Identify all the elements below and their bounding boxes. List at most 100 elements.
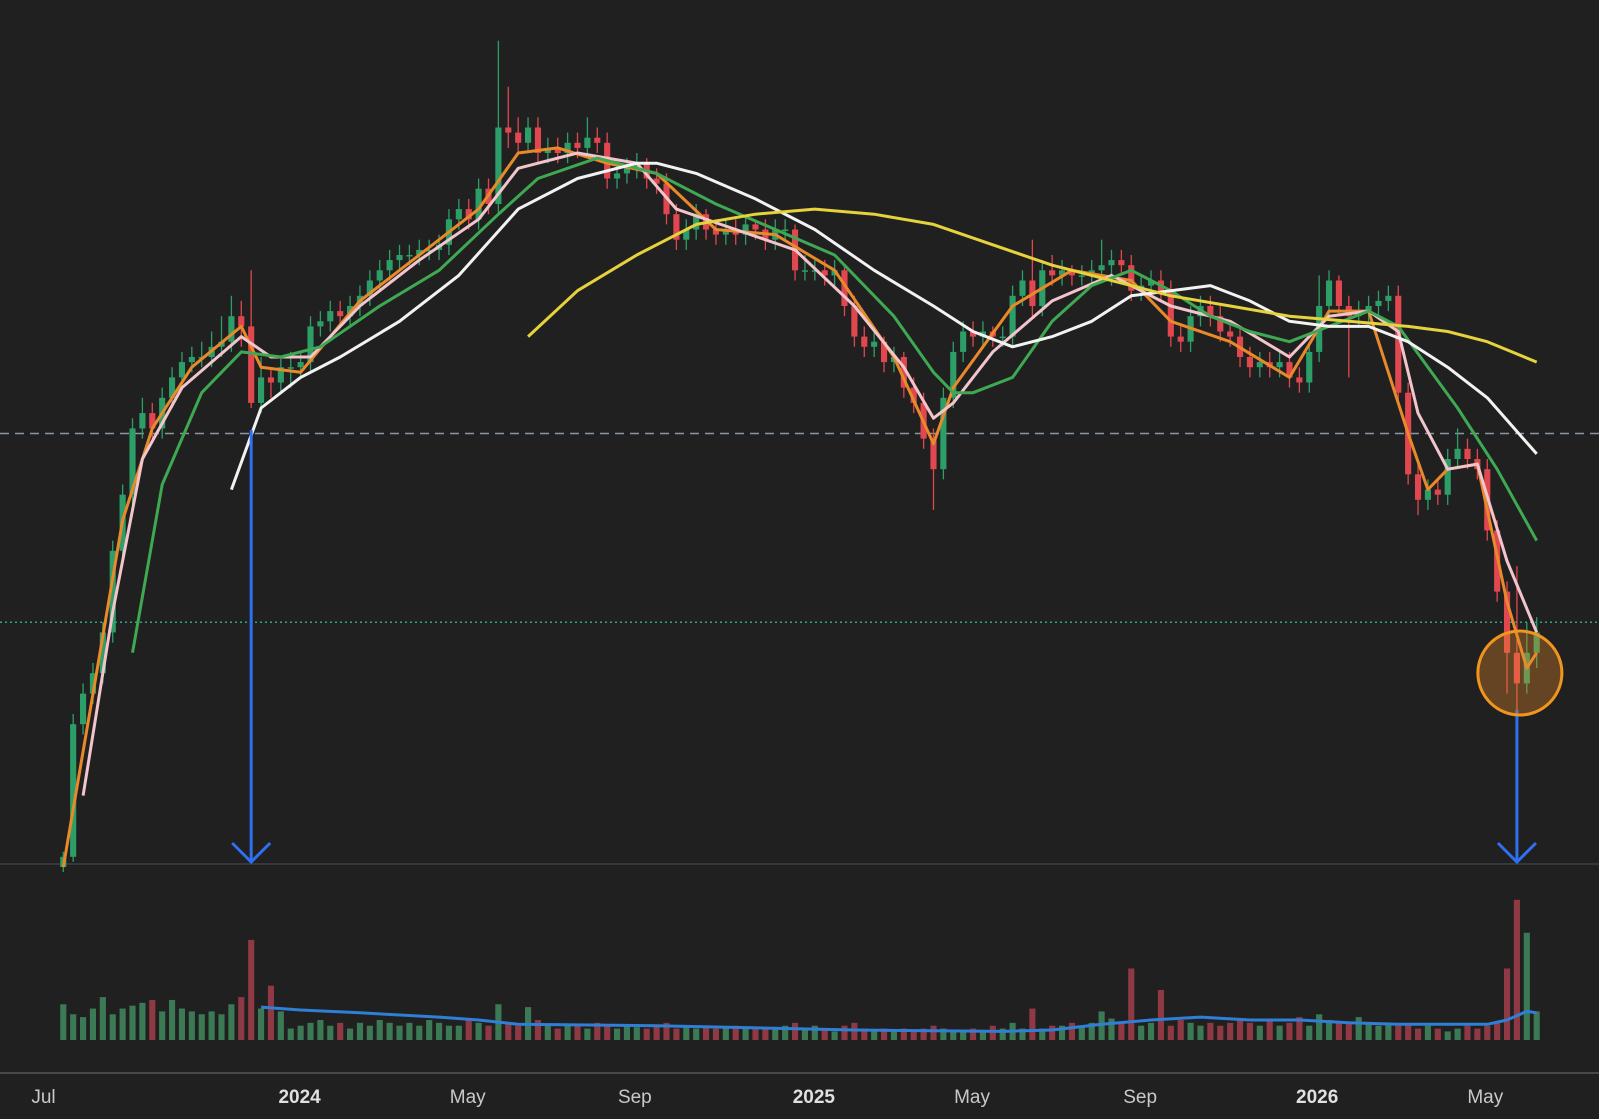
volume-bar xyxy=(554,1028,561,1040)
candle-body xyxy=(1325,280,1333,306)
volume-bar xyxy=(416,1025,423,1040)
candle-body xyxy=(139,413,146,429)
candle-body xyxy=(1227,331,1234,337)
candle-body xyxy=(930,438,937,470)
volume-bar xyxy=(297,1025,304,1040)
candle-body xyxy=(1365,306,1372,312)
candle-body xyxy=(1375,300,1382,306)
volume-bar xyxy=(445,1025,453,1040)
candle-body xyxy=(337,311,344,317)
volume-bar xyxy=(366,1025,373,1040)
volume-bar xyxy=(1484,1025,1491,1040)
candle-body xyxy=(1513,652,1520,684)
candle-body xyxy=(683,229,690,240)
candle-body xyxy=(1424,489,1431,500)
volume-bar xyxy=(1365,1022,1372,1040)
candle-body xyxy=(653,178,660,184)
volume-bar xyxy=(1217,1025,1224,1040)
candle-body xyxy=(495,127,502,204)
candle-body xyxy=(1454,448,1461,459)
candle-body xyxy=(416,249,423,255)
candle-body xyxy=(406,255,413,257)
candle-body xyxy=(900,357,907,388)
volume-bar xyxy=(663,1022,670,1040)
candle-body xyxy=(267,377,275,383)
volume-bar xyxy=(861,1028,868,1040)
x-tick-label: Sep xyxy=(1123,1087,1157,1108)
candle-body xyxy=(307,326,314,363)
candle-body xyxy=(1118,260,1125,266)
candle-body xyxy=(70,724,77,857)
volume-bar xyxy=(228,1004,235,1040)
candle-body xyxy=(1464,448,1471,459)
volume-bar xyxy=(99,997,106,1040)
x-tick-label: 2026 xyxy=(1296,1087,1338,1108)
volume-bar xyxy=(396,1025,403,1040)
x-tick-label: May xyxy=(954,1087,990,1108)
candle-body xyxy=(623,168,631,174)
candle-body xyxy=(1533,632,1540,653)
volume-bar xyxy=(208,1011,215,1040)
volume-bar xyxy=(505,1022,512,1040)
candle-body xyxy=(861,336,868,347)
volume-bar xyxy=(1167,1025,1174,1040)
volume-bar xyxy=(188,1011,195,1040)
volume-bar xyxy=(238,997,245,1040)
volume-bar xyxy=(534,1019,542,1040)
volume-bar xyxy=(1286,1022,1293,1040)
candle-body xyxy=(327,311,334,322)
candle-body xyxy=(79,693,87,725)
volume-bar xyxy=(930,1025,937,1040)
candle-body xyxy=(465,209,472,220)
volume-bar xyxy=(683,1025,690,1040)
volume-bar xyxy=(465,1019,472,1040)
candle-body xyxy=(426,249,433,252)
candle-body xyxy=(178,362,186,378)
volume-bar xyxy=(515,1025,522,1040)
volume-bar xyxy=(267,985,275,1040)
volume-bar xyxy=(307,1022,314,1040)
volume-bar xyxy=(1068,1022,1075,1040)
volume-average xyxy=(260,1005,1537,1033)
candle-body xyxy=(722,229,729,235)
volume-bar xyxy=(1414,1028,1422,1040)
candle-body xyxy=(613,173,621,179)
x-tick-label: 2024 xyxy=(278,1087,321,1108)
volume-bar xyxy=(356,1022,364,1040)
volume-bar xyxy=(119,1008,126,1040)
moving-average xyxy=(229,161,1538,491)
volume-bar xyxy=(979,1031,987,1040)
candle-body xyxy=(1078,275,1085,277)
volume-bar xyxy=(257,1008,265,1040)
volume-bar xyxy=(287,1028,294,1040)
volume-bar xyxy=(1395,1025,1402,1040)
candle-body xyxy=(129,428,136,495)
volume-bar xyxy=(1207,1022,1214,1040)
volume-bar xyxy=(712,1028,720,1040)
candle-body xyxy=(475,188,482,220)
candle-body xyxy=(1009,295,1016,337)
volume-bar xyxy=(871,1031,878,1040)
volume-bar xyxy=(544,1025,551,1040)
candle-body xyxy=(1108,260,1115,266)
candle-body xyxy=(228,316,235,342)
moving-average xyxy=(527,207,1538,364)
candle-body xyxy=(287,367,294,369)
candle-body xyxy=(386,260,393,271)
candle-body xyxy=(89,673,97,694)
x-tick-label: May xyxy=(450,1087,486,1108)
candle-body xyxy=(524,127,532,143)
candle-body xyxy=(1167,290,1174,337)
volume-bar xyxy=(317,1019,324,1040)
x-tick-label: Sep xyxy=(618,1087,652,1108)
moving-average xyxy=(131,156,1539,654)
volume-bar xyxy=(455,1025,462,1040)
volume-bar xyxy=(89,1008,97,1040)
volume-bar xyxy=(1444,1031,1451,1040)
volume-bar xyxy=(218,1014,225,1040)
candle-body xyxy=(1246,357,1253,368)
candle-body xyxy=(505,127,512,133)
volume-bar xyxy=(1533,1011,1540,1040)
